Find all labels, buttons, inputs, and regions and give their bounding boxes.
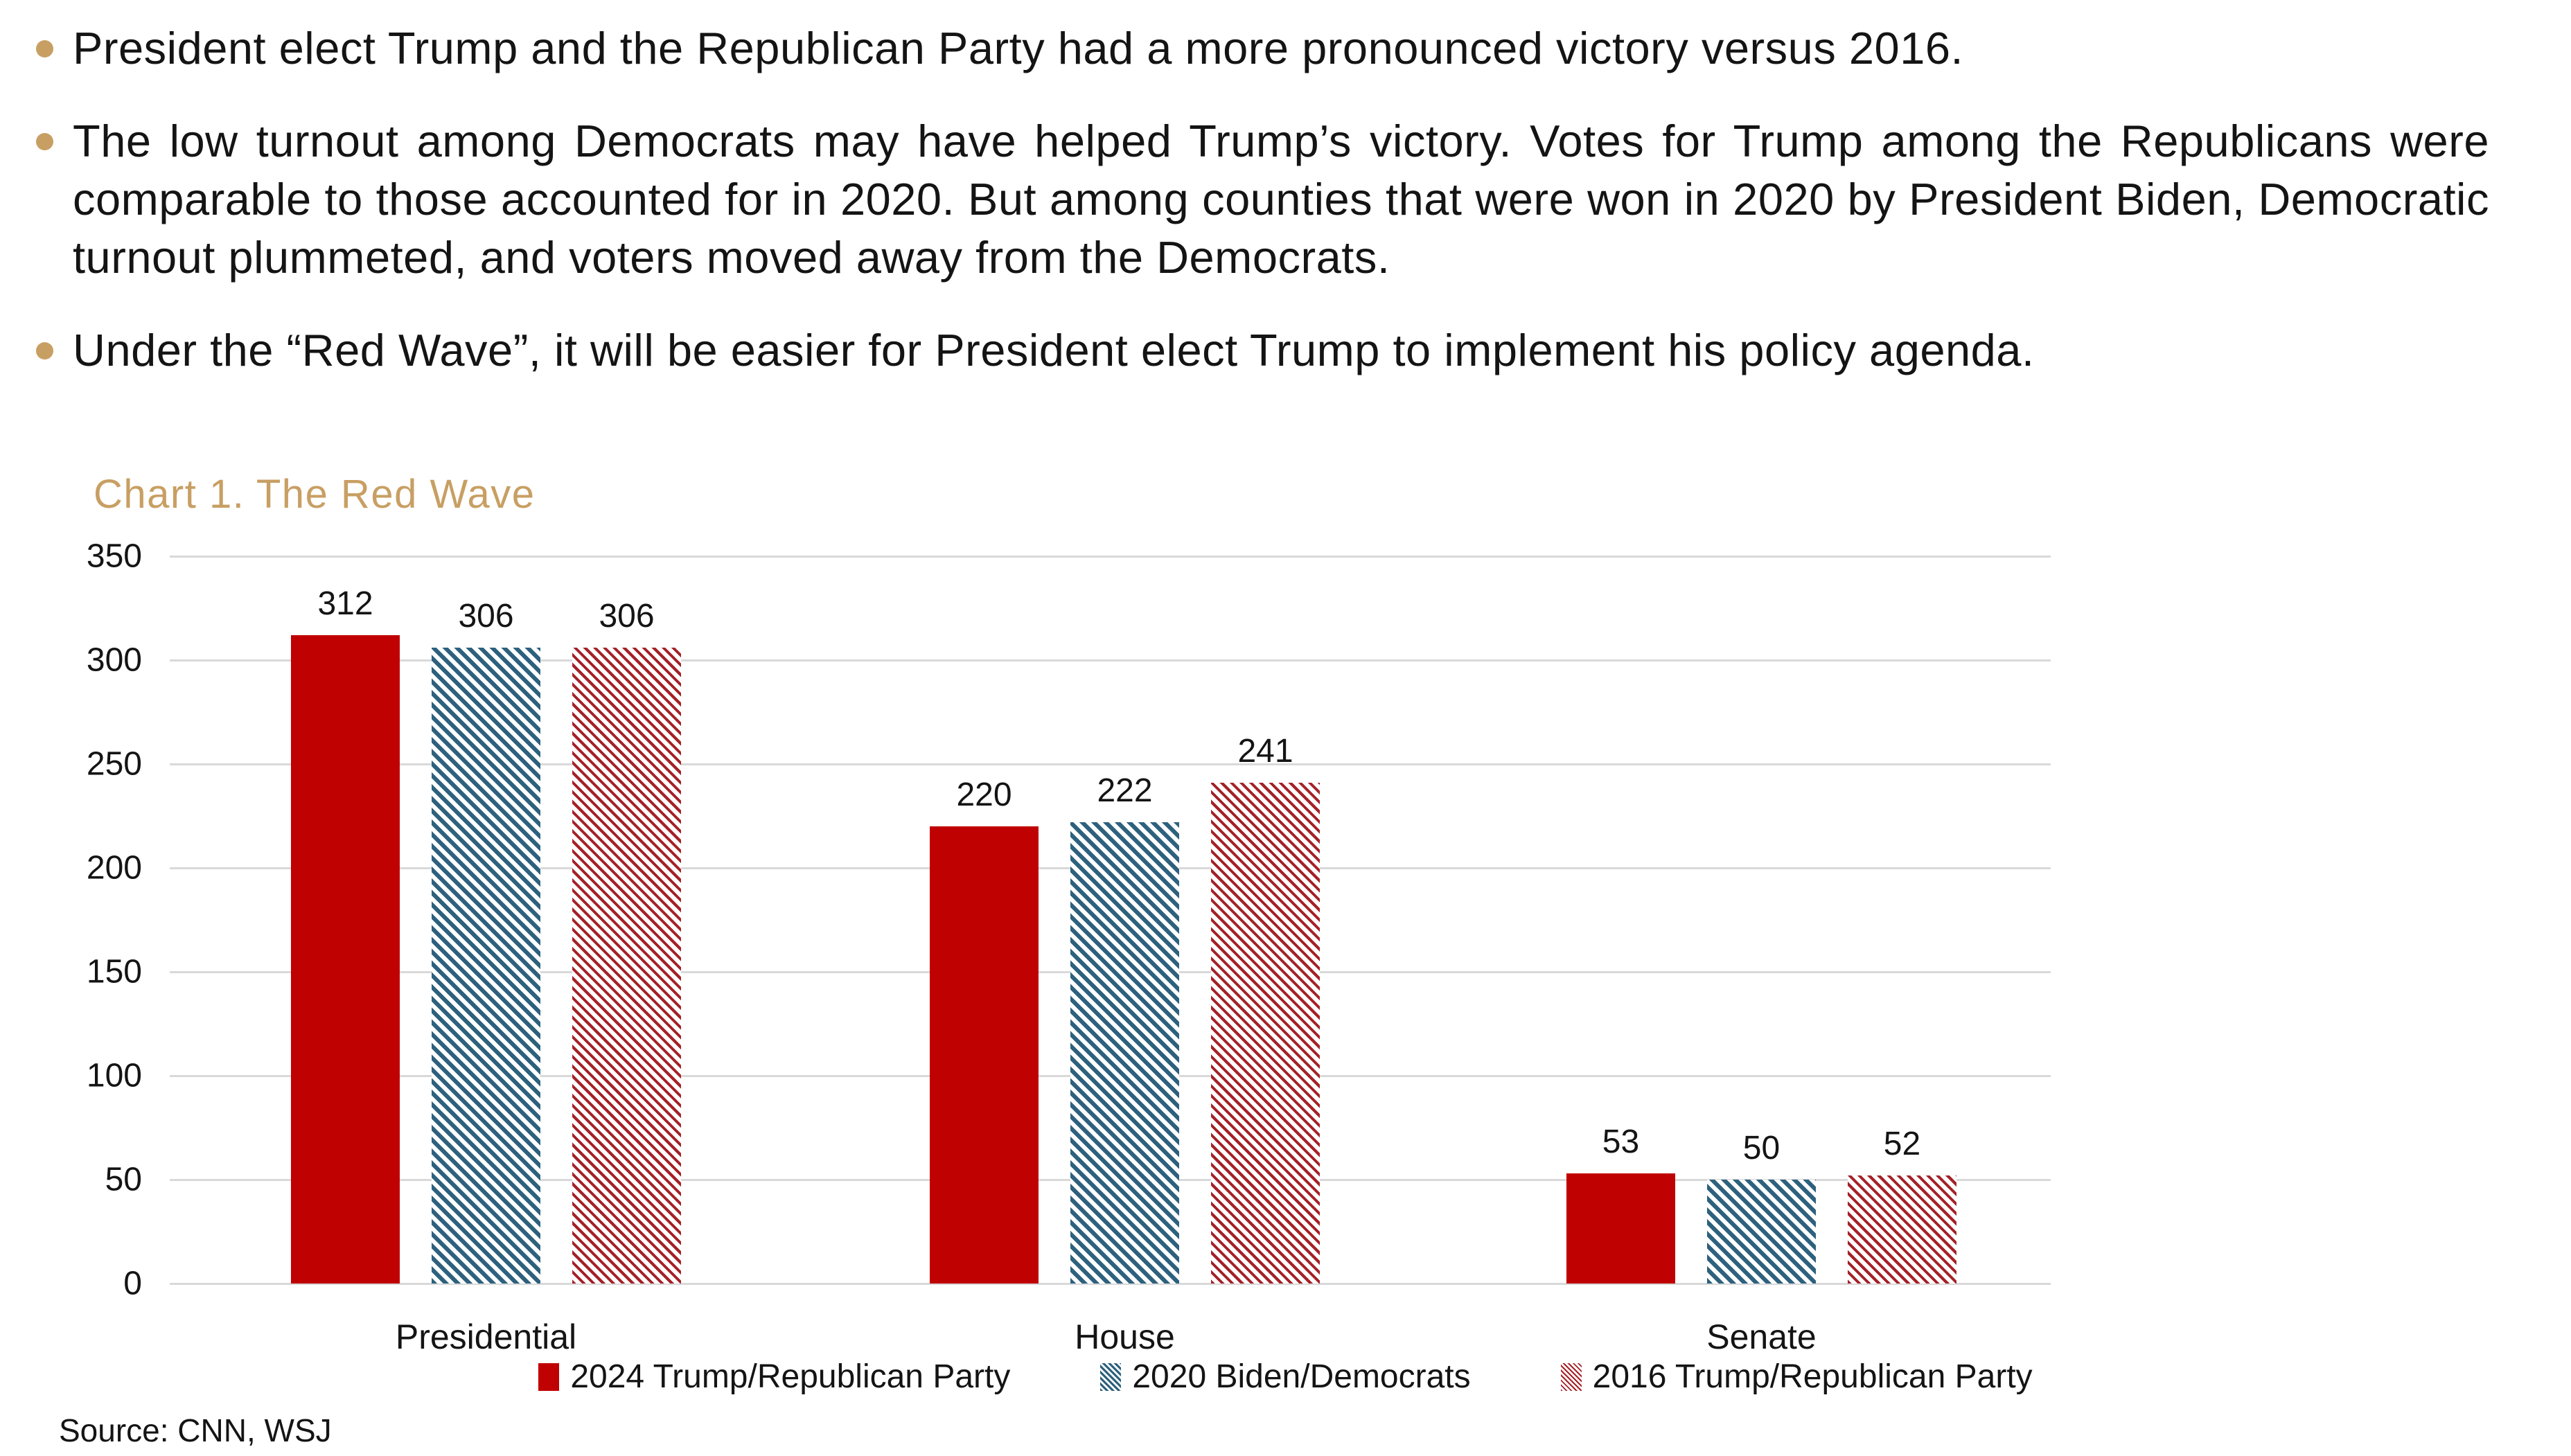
bullet-list: President elect Trump and the Republican… [33, 19, 2489, 380]
x-axis-category-label: House [1075, 1317, 1175, 1356]
bar-value-label: 306 [458, 598, 514, 634]
chart-plot: 0 50 100 150 200 250 300 350 312 306 306 Presidenti… [87, 538, 2051, 1356]
x-axis-category-label: Senate [1706, 1317, 1817, 1356]
bullet-dot-icon [36, 342, 53, 359]
bar-value-label: 241 [1237, 733, 1293, 770]
bullet-item: Under the “Red Wave”, it will be easier … [33, 321, 2489, 380]
y-axis-tick-label: 200 [86, 849, 142, 887]
legend-label: 2016 Trump/Republican Party [1592, 1358, 2033, 1395]
bar-value-label: 53 [1602, 1124, 1640, 1160]
bullet-item: The low turnout among Democrats may have… [33, 112, 2489, 287]
bar-2024-senate [1566, 1173, 1675, 1284]
bar-2016-house [1211, 783, 1320, 1284]
chart-legend: 2024 Trump/Republican Party 2020 Biden/De… [0, 1358, 2571, 1396]
y-axis-tick-label: 350 [86, 538, 142, 575]
bullet-text: President elect Trump and the Republican… [73, 23, 1964, 73]
y-axis-tick-label: 100 [86, 1057, 142, 1094]
bar-2020-house [1070, 822, 1179, 1284]
bar-value-label: 50 [1742, 1130, 1781, 1166]
legend-item: 2016 Trump/Republican Party [1560, 1358, 2033, 1396]
y-axis-tick-label: 250 [86, 745, 142, 783]
legend-item: 2020 Biden/Democrats [1100, 1358, 1471, 1396]
bar-2024-presidential [291, 635, 400, 1284]
bar-2016-presidential [572, 648, 681, 1284]
bar-2016-senate [1848, 1175, 1956, 1284]
bar-2020-presidential [432, 648, 540, 1284]
bar-value-label: 312 [317, 585, 373, 622]
y-axis-tick-label: 50 [105, 1161, 142, 1198]
legend-item: 2024 Trump/Republican Party [538, 1358, 1010, 1396]
bar-2020-senate [1707, 1180, 1816, 1284]
bullet-item: President elect Trump and the Republican… [33, 19, 2489, 78]
bar-value-label: 220 [956, 776, 1012, 813]
legend-label: 2020 Biden/Democrats [1132, 1358, 1471, 1395]
bullet-text: Under the “Red Wave”, it will be easier … [73, 325, 2035, 375]
gridline [170, 659, 2051, 662]
gridline [170, 555, 2051, 558]
bar-value-label: 52 [1883, 1126, 1921, 1162]
bar-value-label: 306 [599, 598, 655, 634]
bullet-dot-icon [36, 133, 53, 150]
y-axis-tick-label: 150 [86, 953, 142, 991]
gridline [170, 763, 2051, 765]
legend-swatch-icon [538, 1362, 560, 1391]
x-axis-category-label: Presidential [395, 1317, 577, 1356]
bar-2024-house [930, 826, 1039, 1284]
bar-value-label: 222 [1097, 772, 1153, 809]
gridline [170, 1282, 2051, 1285]
bullet-text: The low turnout among Democrats may have… [73, 116, 2489, 283]
y-axis-tick-label: 300 [86, 641, 142, 679]
legend-swatch-icon [1100, 1362, 1122, 1391]
legend-swatch-icon [1560, 1362, 1582, 1391]
bullet-dot-icon [36, 40, 53, 57]
chart-title: Chart 1. The Red Wave [94, 472, 536, 517]
legend-label: 2024 Trump/Republican Party [570, 1358, 1011, 1395]
y-axis-tick-label: 0 [123, 1265, 142, 1302]
source-note: Source: CNN, WSJ [59, 1412, 332, 1448]
